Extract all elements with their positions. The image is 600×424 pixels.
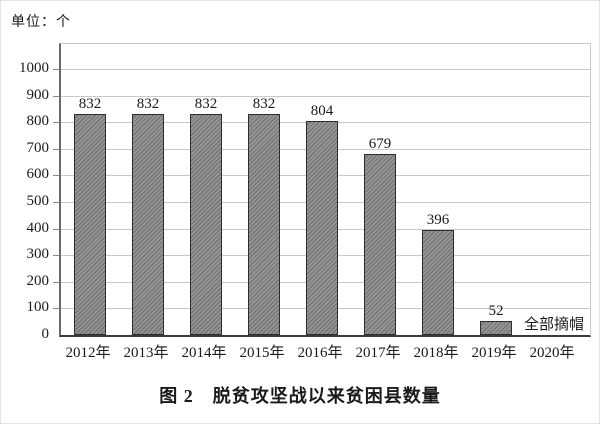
- y-axis-tick-label: 400: [26, 220, 50, 236]
- y-tick-300: [53, 255, 59, 256]
- unit-label: 单位：个: [11, 15, 71, 30]
- y-axis-tick-label: 100: [26, 299, 50, 315]
- plot-area: 832 832 832 832 804 679 396 52 全部摘帽: [53, 43, 591, 337]
- y-tick-800: [53, 122, 59, 123]
- bar-2012年: [74, 114, 106, 335]
- x-axis-tick-label: 2013年: [123, 345, 169, 361]
- y-tick-400: [53, 229, 59, 230]
- annotation-2020年: 全部摘帽: [523, 317, 584, 333]
- x-axis-tick-label: 2019年: [471, 345, 517, 361]
- y-tick-700: [53, 149, 59, 150]
- y-axis-tick-label: 300: [26, 246, 50, 262]
- gridline-1000: [61, 69, 590, 70]
- x-axis-tick-label: 2012年: [65, 345, 111, 361]
- y-tick-100: [53, 308, 59, 309]
- y-axis-tick-label: 500: [26, 193, 50, 209]
- gridline-900: [61, 96, 590, 97]
- bar-value-label: 396: [426, 212, 450, 228]
- bar-value-label: 679: [368, 136, 392, 152]
- x-axis-tick-label: 2020年: [529, 345, 575, 361]
- y-axis-tick-label: 1000: [19, 60, 49, 76]
- bar-value-label: 52: [488, 303, 504, 319]
- x-axis-tick-label: 2018年: [413, 345, 459, 361]
- bar-2018年: [422, 230, 454, 335]
- bar-value-label: 804: [310, 103, 334, 119]
- bar-value-label: 832: [78, 96, 102, 112]
- y-tick-600: [53, 175, 59, 176]
- y-axis-labels: 0 100 200 300 400 500 600 700 800 900 1000: [1, 43, 51, 342]
- bar-2013年: [132, 114, 164, 335]
- bar-2019年: [480, 321, 512, 335]
- y-axis-tick-label: 0: [41, 326, 50, 342]
- x-axis-tick-label: 2015年: [239, 345, 285, 361]
- bar-2015年: [248, 114, 280, 335]
- y-axis-tick-label: 700: [26, 140, 50, 156]
- y-axis-tick-label: 600: [26, 166, 50, 182]
- x-axis-labels: 2012年 2013年 2014年 2015年 2016年 2017年 2018年 2019年…: [59, 341, 590, 361]
- bar-2014年: [190, 114, 222, 335]
- bar-2016年: [306, 121, 338, 335]
- x-axis-tick-label: 2016年: [297, 345, 343, 361]
- bar-value-label: 832: [194, 96, 218, 112]
- y-tick-200: [53, 282, 59, 283]
- x-axis-tick-label: 2017年: [355, 345, 401, 361]
- bar-2017年: [364, 154, 396, 335]
- bar-value-label: 832: [136, 96, 160, 112]
- y-axis-tick-label: 200: [26, 273, 50, 289]
- x-axis-tick-label: 2014年: [181, 345, 227, 361]
- y-tick-1000: [53, 69, 59, 70]
- y-tick-900: [53, 96, 59, 97]
- figure-caption: 图 2 脱贫攻坚战以来贫困县数量: [159, 386, 441, 406]
- y-axis-tick-label: 900: [26, 87, 50, 103]
- y-tick-500: [53, 202, 59, 203]
- y-axis-tick-label: 800: [26, 113, 50, 129]
- bar-value-label: 832: [252, 96, 276, 112]
